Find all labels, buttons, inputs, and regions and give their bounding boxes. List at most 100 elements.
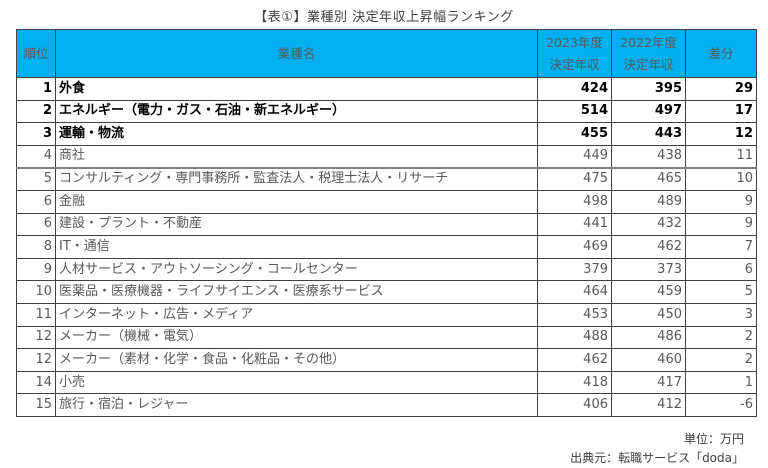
rank-cell: 10: [16, 280, 56, 304]
header-industry: 業種名: [55, 29, 538, 78]
salary-2022-cell: 462: [611, 235, 686, 259]
diff-cell: 29: [685, 77, 757, 101]
salary-2022-cell: 486: [611, 325, 686, 350]
industry-cell: IT・通信: [55, 235, 538, 259]
salary-2022-cell: 373: [611, 257, 686, 282]
rank-cell: 14: [16, 370, 56, 395]
diff-cell: 10: [685, 166, 757, 191]
table-row: 6 金融 498 489 9: [16, 189, 757, 214]
industry-cell: 金融: [55, 189, 538, 214]
diff-cell: -6: [685, 393, 757, 417]
rank-cell: 6: [16, 189, 56, 214]
table-row: 12 メーカー（素材・化学・食品・化粧品・その他） 462 460 2: [16, 348, 757, 372]
table-row: 4 商社 449 438 11: [16, 144, 757, 169]
salary-2023-cell: 488: [537, 325, 612, 350]
industry-cell: 人材サービス・アウトソーシング・コールセンター: [55, 257, 538, 282]
rank-cell: 12: [16, 348, 56, 372]
industry-cell: インターネット・広告・メディア: [55, 302, 538, 327]
salary-2023-cell: 498: [537, 189, 612, 214]
industry-cell: メーカー（機械・電気）: [55, 325, 538, 350]
rank-cell: 12: [16, 325, 56, 350]
salary-2023-cell: 469: [537, 235, 612, 259]
rank-cell: 5: [16, 166, 56, 191]
header-2022: 2022年度 決定年収: [611, 29, 686, 78]
salary-2023-cell: 475: [537, 166, 612, 191]
diff-cell: 7: [685, 235, 757, 259]
rank-cell: 15: [16, 393, 56, 417]
table-title: 【表①】業種別 決定年収上昇幅ランキング: [254, 10, 514, 25]
rank-cell: 6: [16, 212, 56, 237]
table-row: 11 インターネット・広告・メディア 453 450 3: [16, 302, 757, 327]
industry-cell: エネルギー（電力・ガス・石油・新エネルギー）: [55, 99, 538, 124]
header-diff: 差分: [685, 29, 757, 78]
diff-cell: 11: [685, 144, 757, 169]
industry-cell: 医薬品・医療機器・ライフサイエンス・医療系サービス: [55, 280, 538, 304]
diff-cell: 12: [685, 122, 757, 146]
salary-2022-cell: 443: [611, 122, 686, 146]
header-2023: 2023年度 決定年収: [537, 29, 612, 78]
rank-cell: 9: [16, 257, 56, 282]
diff-cell: 9: [685, 212, 757, 237]
table-row: 9 人材サービス・アウトソーシング・コールセンター 379 373 6: [16, 257, 757, 282]
rank-cell: 8: [16, 235, 56, 259]
salary-2023-cell: 424: [537, 77, 612, 101]
industry-cell: 小売: [55, 370, 538, 395]
diff-cell: 2: [685, 348, 757, 372]
header-rank: 順位: [16, 29, 56, 78]
table-row: 5 コンサルティング・専門事務所・監査法人・税理士法人・リサーチ 475 465 10: [16, 166, 757, 191]
ranking-table: 順位 業種名 2023年度 決定年収 2022年度 決定年収 差分 1 外食 424 39…: [16, 29, 757, 417]
rank-cell: 4: [16, 144, 56, 169]
industry-cell: メーカー（素材・化学・食品・化粧品・その他）: [55, 348, 538, 372]
table-row: 12 メーカー（機械・電気） 488 486 2: [16, 325, 757, 350]
table-row: 10 医薬品・医療機器・ライフサイエンス・医療系サービス 464 459 5: [16, 280, 757, 304]
diff-cell: 1: [685, 370, 757, 395]
rank-cell: 3: [16, 122, 56, 146]
salary-2023-cell: 441: [537, 212, 612, 237]
diff-cell: 9: [685, 189, 757, 214]
salary-2022-cell: 489: [611, 189, 686, 214]
salary-2023-cell: 379: [537, 257, 612, 282]
table-row: 14 小売 418 417 1: [16, 370, 757, 395]
diff-cell: 2: [685, 325, 757, 350]
table-row: 6 建設・プラント・不動産 441 432 9: [16, 212, 757, 237]
industry-cell: 旅行・宿泊・レジャー: [55, 393, 538, 417]
source-note: 出典元：転職サービス「doda」: [570, 451, 744, 465]
table-row: 3 運輸・物流 455 443 12: [16, 122, 757, 146]
salary-2023-cell: 514: [537, 99, 612, 124]
industry-cell: コンサルティング・専門事務所・監査法人・税理士法人・リサーチ: [55, 166, 538, 191]
salary-2023-cell: 462: [537, 348, 612, 372]
table-row: 1 外食 424 395 29: [16, 77, 757, 101]
industry-cell: 商社: [55, 144, 538, 169]
salary-2022-cell: 459: [611, 280, 686, 304]
rank-cell: 1: [16, 77, 56, 101]
diff-cell: 3: [685, 302, 757, 327]
table-body: 1 外食 424 395 29 2 エネルギー（電力・ガス・石油・新エネルギー） 514 497…: [16, 77, 757, 417]
salary-2022-cell: 417: [611, 370, 686, 395]
diff-cell: 5: [685, 280, 757, 304]
salary-2022-cell: 460: [611, 348, 686, 372]
diff-cell: 17: [685, 99, 757, 124]
salary-2022-cell: 438: [611, 144, 686, 169]
salary-2023-cell: 453: [537, 302, 612, 327]
table-row: 2 エネルギー（電力・ガス・石油・新エネルギー） 514 497 17: [16, 99, 757, 124]
table-row: 15 旅行・宿泊・レジャー 406 412 -6: [16, 393, 757, 417]
salary-2022-cell: 395: [611, 77, 686, 101]
salary-2022-cell: 465: [611, 166, 686, 191]
unit-note: 単位：万円: [683, 432, 744, 446]
salary-2023-cell: 406: [537, 393, 612, 417]
rank-cell: 2: [16, 99, 56, 124]
industry-cell: 建設・プラント・不動産: [55, 212, 538, 237]
salary-2022-cell: 432: [611, 212, 686, 237]
industry-cell: 運輸・物流: [55, 122, 538, 146]
salary-2022-cell: 497: [611, 99, 686, 124]
rank-cell: 11: [16, 302, 56, 327]
header-row: 順位 業種名 2023年度 決定年収 2022年度 決定年収 差分: [16, 29, 757, 78]
industry-cell: 外食: [55, 77, 538, 101]
salary-2022-cell: 450: [611, 302, 686, 327]
salary-2022-cell: 412: [611, 393, 686, 417]
diff-cell: 6: [685, 257, 757, 282]
salary-2023-cell: 464: [537, 280, 612, 304]
salary-2023-cell: 455: [537, 122, 612, 146]
salary-2023-cell: 449: [537, 144, 612, 169]
table-row: 8 IT・通信 469 462 7: [16, 235, 757, 259]
